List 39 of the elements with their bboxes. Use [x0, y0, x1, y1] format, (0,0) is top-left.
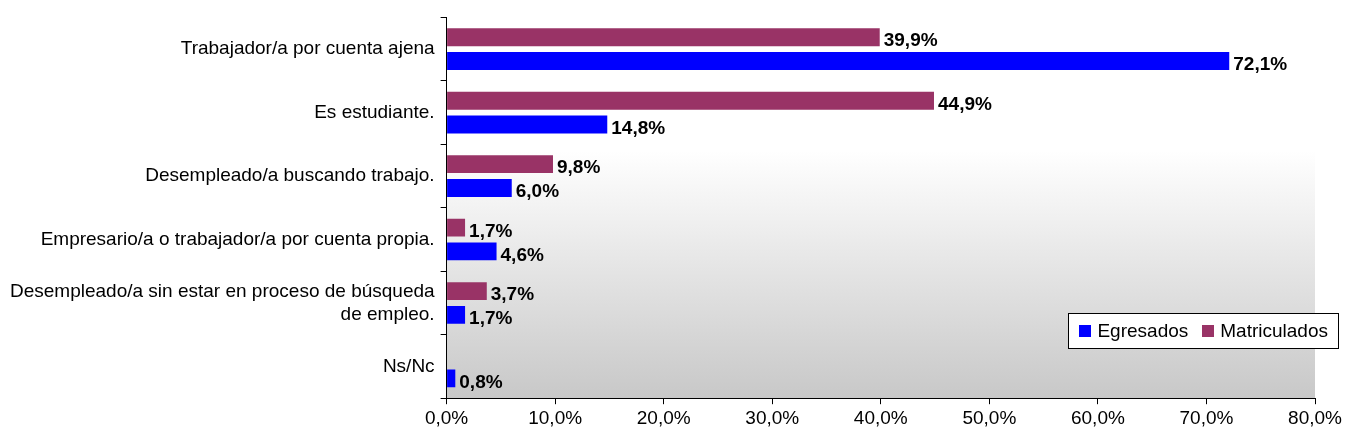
- data-label: 1,7%: [469, 307, 513, 329]
- legend-label: Matriculados: [1219, 320, 1328, 342]
- y-tick-label: Trabajador/a por cuenta ajena: [180, 37, 436, 59]
- bar: [447, 369, 456, 388]
- bar: [447, 305, 466, 324]
- y-tick-label: Desempleado/a sin estar en proceso de búsqueda de empleo.: [9, 279, 436, 324]
- bar: [447, 242, 497, 261]
- x-tick-label: 10,0%: [528, 406, 583, 428]
- bar: [447, 179, 512, 197]
- data-label: 39,9%: [883, 29, 938, 51]
- data-label: 14,8%: [611, 116, 666, 138]
- bar: [447, 91, 934, 110]
- data-label: 1,7%: [469, 219, 513, 241]
- x-tick-label: 50,0%: [962, 406, 1017, 428]
- bar: [447, 218, 466, 237]
- x-tick-label: 70,0%: [1179, 406, 1234, 428]
- data-label: 9,8%: [556, 156, 601, 178]
- x-tick-label: 0,0%: [424, 406, 469, 428]
- x-tick-label: 20,0%: [636, 406, 691, 428]
- x-tick-label: 30,0%: [745, 406, 800, 428]
- x-tick-label: 80,0%: [1288, 406, 1343, 428]
- bar: [447, 155, 553, 174]
- data-label: 3,7%: [490, 283, 535, 305]
- data-label: 0,8%: [459, 370, 503, 392]
- bar: [447, 52, 1230, 70]
- data-label: 6,0%: [515, 180, 560, 202]
- data-label: 4,6%: [500, 243, 544, 265]
- bar: [447, 282, 487, 301]
- y-tick-label: Ns/Nc: [382, 354, 435, 376]
- data-label: 44,9%: [938, 92, 992, 114]
- y-tick-label: Empresario/a o trabajador/a por cuenta propia.: [40, 227, 435, 249]
- y-tick-label: Es estudiante.: [314, 100, 435, 122]
- y-tick-label: Desempleado/a buscando trabajo.: [145, 164, 435, 186]
- bar: [447, 115, 608, 134]
- bar: [447, 28, 880, 47]
- data-label: 72,1%: [1233, 53, 1288, 75]
- x-tick-label: 60,0%: [1070, 406, 1125, 428]
- legend-label: Egresados: [1096, 320, 1189, 342]
- x-tick-label: 40,0%: [853, 406, 908, 428]
